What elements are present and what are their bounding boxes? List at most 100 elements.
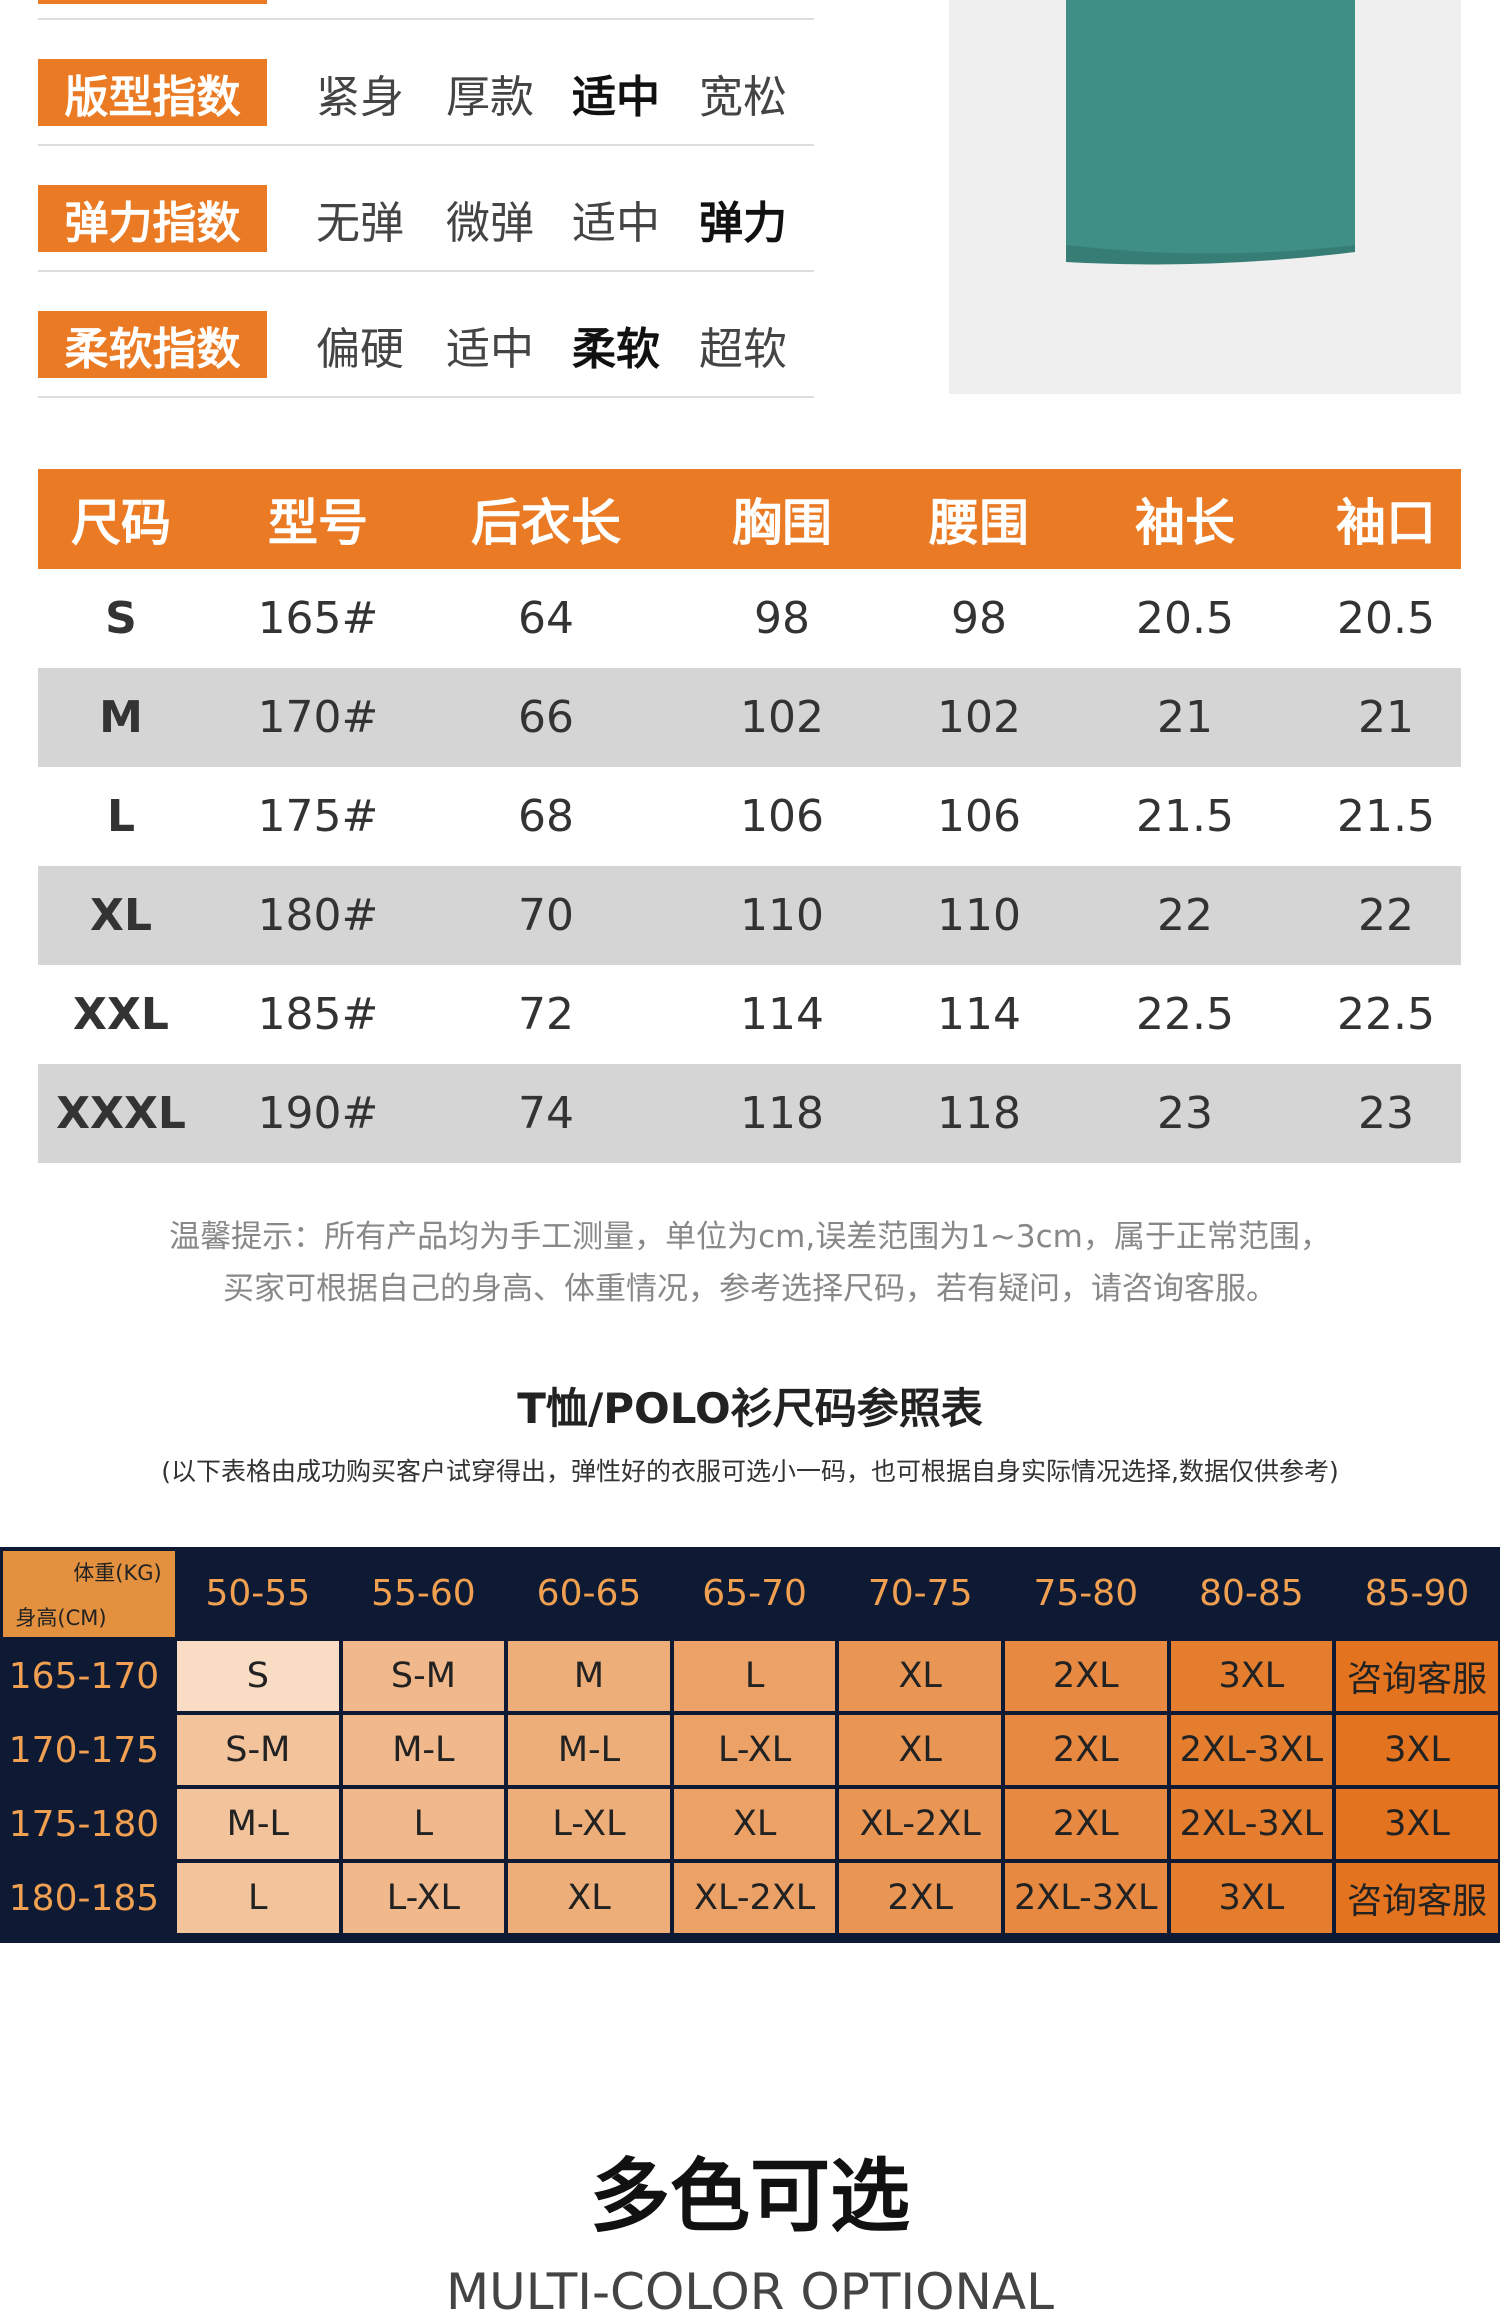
divider xyxy=(38,18,814,20)
table-header: 袖口 xyxy=(1336,494,1436,552)
table-cell: 102 xyxy=(740,692,824,743)
size-cell: 2XL-3XL xyxy=(1170,1715,1333,1785)
size-cell: 2XL-3XL xyxy=(1170,1789,1333,1859)
label-fragment xyxy=(38,0,267,4)
height-label: 175-180 xyxy=(8,1803,160,1845)
table-cell: 22.5 xyxy=(1136,989,1234,1040)
size-cell: XL xyxy=(839,1715,1001,1785)
height-label: 170-175 xyxy=(8,1729,160,1771)
size-cell: XL xyxy=(839,1641,1001,1711)
footer-subtitle: MULTI-COLOR OPTIONAL xyxy=(446,2263,1054,2321)
table-cell: 72 xyxy=(518,989,574,1040)
table-cell: 20.5 xyxy=(1337,593,1435,644)
weight-header: 75-80 xyxy=(1033,1572,1139,1614)
table-cell: 98 xyxy=(754,593,810,644)
attribute-option: 偏硬 xyxy=(316,323,404,375)
table-cell: 22 xyxy=(1358,890,1414,941)
table-cell: 106 xyxy=(740,791,824,842)
table-cell: 21 xyxy=(1358,692,1414,743)
table-header: 胸围 xyxy=(732,494,832,552)
weight-header: 50-55 xyxy=(205,1572,311,1614)
size-cell: M-L xyxy=(177,1789,339,1859)
attribute-option: 柔软 xyxy=(572,323,660,375)
table-cell: 114 xyxy=(937,989,1021,1040)
size-cell: XL xyxy=(508,1863,670,1933)
table-cell: 180# xyxy=(257,890,379,941)
table-cell: M xyxy=(99,692,143,743)
size-cell: 2XL xyxy=(1005,1789,1167,1859)
reference-subtitle: (以下表格由成功购买客户试穿得出，弹性好的衣服可选小一码，也可根据自身实际情况选… xyxy=(161,1457,1339,1486)
table-cell: 165# xyxy=(257,593,379,644)
row-bg xyxy=(38,866,1461,965)
size-cell: L xyxy=(342,1789,505,1859)
table-cell: XXL xyxy=(73,989,169,1040)
table-cell: 68 xyxy=(518,791,574,842)
size-cell: 3XL xyxy=(1336,1789,1498,1859)
table-cell: 64 xyxy=(518,593,574,644)
size-cell: 咨询客服 xyxy=(1336,1863,1498,1933)
attribute-option: 厚款 xyxy=(446,71,534,123)
table-cell: 190# xyxy=(257,1088,379,1139)
table-cell: 21.5 xyxy=(1136,791,1234,842)
size-cell: M xyxy=(508,1641,670,1711)
table-cell: 118 xyxy=(937,1088,1021,1139)
table-cell: 70 xyxy=(518,890,574,941)
size-cell: 3XL xyxy=(1336,1715,1498,1785)
attribute-option: 适中 xyxy=(572,197,660,249)
note: 温馨提示：所有产品均为手工测量，单位为cm,误差范围为1~3cm，属于正常范围， xyxy=(169,1218,1331,1255)
table-cell: S xyxy=(105,593,137,644)
table-cell: 110 xyxy=(937,890,1021,941)
table-cell: 21 xyxy=(1157,692,1213,743)
size-cell: M-L xyxy=(342,1715,505,1785)
table-cell: 20.5 xyxy=(1136,593,1234,644)
size-cell: XL-2XL xyxy=(839,1789,1001,1859)
size-cell: 3XL xyxy=(1170,1863,1333,1933)
weight-header: 85-90 xyxy=(1364,1572,1470,1614)
table-cell: 66 xyxy=(518,692,574,743)
size-cell: M-L xyxy=(508,1715,670,1785)
table-cell: 23 xyxy=(1157,1088,1213,1139)
table-cell: 106 xyxy=(937,791,1021,842)
attribute-option: 无弹 xyxy=(316,197,404,249)
size-cell: 3XL xyxy=(1170,1641,1333,1711)
table-cell: 22 xyxy=(1157,890,1213,941)
table-header: 尺码 xyxy=(71,494,171,552)
size-cell: L-XL xyxy=(508,1789,670,1859)
reference-title: T恤/POLO衫尺码参照表 xyxy=(517,1383,983,1433)
weight-header: 80-85 xyxy=(1199,1572,1304,1614)
row-bg xyxy=(38,1064,1461,1163)
attribute-label: 弹力指数 xyxy=(38,185,267,252)
table-cell: 102 xyxy=(937,692,1021,743)
attribute-option: 宽松 xyxy=(699,71,787,123)
shirt xyxy=(1066,0,1355,265)
size-cell: L xyxy=(673,1641,836,1711)
table-header: 型号 xyxy=(268,494,368,552)
weight-header: 65-70 xyxy=(702,1572,807,1614)
attribute-option: 紧身 xyxy=(316,71,404,123)
table-header: 腰围 xyxy=(929,494,1029,552)
note: 买家可根据自己的身高、体重情况，参考选择尺码，若有疑问，请咨询客服。 xyxy=(223,1270,1277,1307)
attribute-option: 微弹 xyxy=(446,197,534,249)
corner-cell xyxy=(3,1551,175,1637)
attribute-option: 弹力 xyxy=(699,197,787,249)
size-cell: L-XL xyxy=(342,1863,505,1933)
table-cell: 175# xyxy=(257,791,379,842)
size-cell: 2XL xyxy=(839,1863,1001,1933)
size-cell: 2XL xyxy=(1005,1715,1167,1785)
size-cell: S xyxy=(177,1641,339,1711)
size-cell: XL xyxy=(673,1789,836,1859)
size-cell: S-M xyxy=(177,1715,339,1785)
table-cell: 110 xyxy=(740,890,824,941)
size-cell: S-M xyxy=(342,1641,505,1711)
table-cell: 98 xyxy=(951,593,1007,644)
table-cell: 74 xyxy=(518,1088,574,1139)
attribute-label: 柔软指数 xyxy=(38,311,267,378)
attribute-option: 超软 xyxy=(699,323,787,375)
weight-header: 60-65 xyxy=(536,1572,642,1614)
table-cell: 118 xyxy=(740,1088,824,1139)
height-label: 165-170 xyxy=(8,1655,160,1697)
corner-weight: 体重(KG) xyxy=(73,1561,162,1585)
size-cell: L-XL xyxy=(673,1715,836,1785)
divider xyxy=(38,396,814,398)
